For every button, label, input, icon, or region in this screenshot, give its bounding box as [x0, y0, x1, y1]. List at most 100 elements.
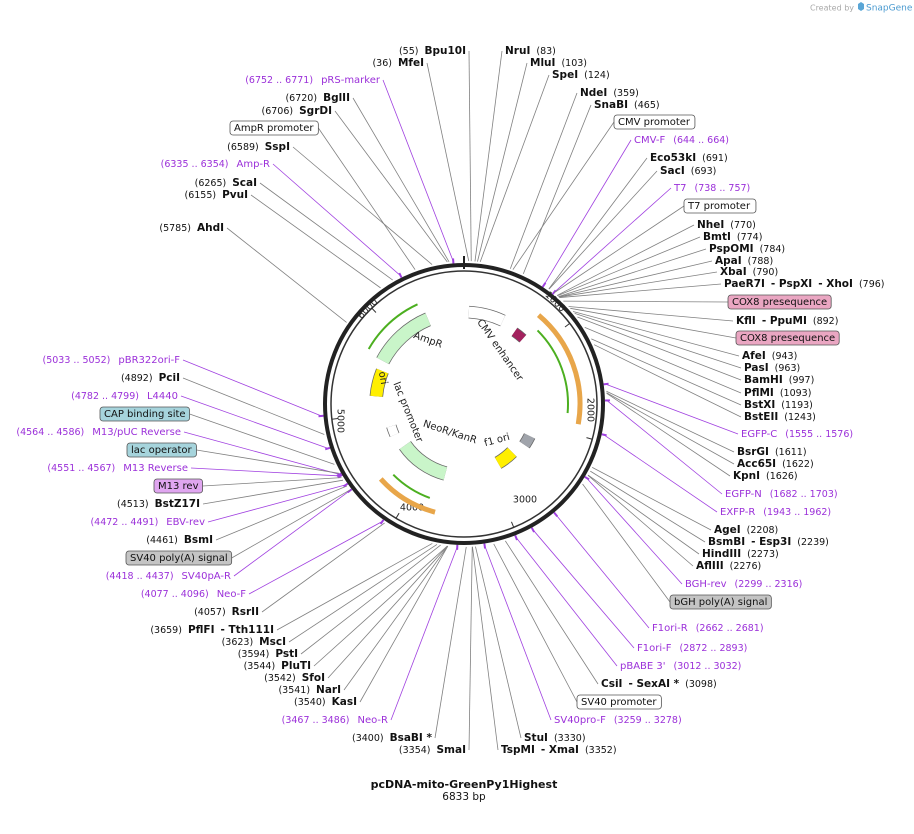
primer-range: (4418 .. 4437): [106, 571, 174, 582]
enzyme-name: - SexAI *: [628, 678, 679, 690]
leader-line: [553, 187, 672, 294]
enzyme-label: MluI (103): [530, 57, 587, 69]
primer-range: (2299 .. 2316): [735, 579, 803, 590]
enzyme-label: (4057) RsrII: [194, 606, 259, 618]
enzyme-position: (1622): [782, 459, 814, 470]
primer-name: Neo-R: [358, 715, 389, 726]
primer-range: (4472 .. 4491): [90, 517, 158, 528]
enzyme-name: AhdI: [197, 222, 224, 234]
primer-label: F1ori-R (2662 .. 2681): [652, 623, 764, 635]
leader-line: [475, 546, 522, 739]
primer-range: (4782 .. 4799): [71, 391, 139, 402]
enzyme-position: (943): [772, 351, 798, 362]
primer-label: (3467 .. 3486) Neo-R: [282, 715, 388, 727]
leader-line: [555, 513, 650, 629]
primer-range: (4564 .. 4586): [16, 427, 84, 438]
primer-name: F1ori-R: [652, 623, 688, 634]
enzyme-name: AflIII: [696, 560, 724, 572]
primer-name: EGFP-N: [725, 489, 762, 500]
enzyme-label: (4513) BstZ17I: [117, 498, 200, 510]
leader-line: [532, 529, 635, 649]
enzyme-position: (790): [753, 267, 779, 278]
feature-box: COX8 presequence: [727, 294, 832, 310]
enzyme-position: (2276): [730, 561, 762, 572]
inner-feature-label: AmpR: [412, 330, 444, 351]
enzyme-label: (36) MfeI: [372, 57, 424, 69]
enzyme-name: BsmI: [184, 534, 213, 546]
primer-range: (3467 .. 3486): [282, 715, 350, 726]
enzyme-position: (4513): [117, 499, 149, 510]
enzyme-position: (36): [372, 58, 392, 69]
leader-line: [202, 477, 342, 487]
enzyme-name: Bpu10I: [424, 45, 466, 57]
enzyme-label: Acc65I (1622): [737, 458, 814, 470]
leader-line: [189, 413, 335, 465]
enzyme-position: (3541): [278, 685, 310, 696]
enzyme-position: (3352): [585, 745, 617, 756]
enzyme-position: (1611): [775, 447, 807, 458]
enzyme-name: StuI: [524, 732, 548, 744]
leader-line: [434, 546, 467, 739]
enzyme-position: (3098): [685, 679, 717, 690]
leader-line: [558, 271, 718, 298]
leader-line: [587, 474, 700, 555]
enzyme-name: BsaBI *: [390, 732, 433, 744]
enzyme-label: ApaI (788): [715, 255, 773, 267]
primer-name: SV40pro-F: [554, 715, 606, 726]
enzyme-label: AflIII (2276): [696, 560, 761, 572]
enzyme-name: BstXI: [744, 399, 775, 411]
ring-tick: [395, 512, 400, 519]
feature-name: M13 rev: [158, 481, 199, 492]
enzyme-label: NdeI (359): [580, 87, 639, 99]
enzyme-position: (83): [536, 46, 556, 57]
enzyme-name: NdeI: [580, 87, 607, 99]
leader-line: [182, 377, 325, 435]
primer-site: [530, 527, 535, 533]
created-by: Created by: [810, 4, 854, 13]
primer-label: (4418 .. 4437) SV40pA-R: [106, 571, 231, 583]
primer-site: [483, 543, 487, 549]
enzyme-label: BamHI (997): [744, 374, 814, 386]
leader-line: [556, 224, 695, 296]
primer-range: (2872 .. 2893): [679, 643, 747, 654]
enzyme-name: SacI: [660, 165, 685, 177]
enzyme-name: PstI: [275, 648, 298, 660]
enzyme-name: PasI: [744, 362, 769, 374]
primer-site: [379, 519, 385, 525]
leader-line: [359, 545, 449, 703]
leader-line: [605, 383, 739, 435]
leader-line: [568, 306, 734, 322]
primer-name: pBABE 3': [620, 661, 666, 672]
enzyme-label: NheI (770): [697, 219, 756, 231]
enzyme-label: SnaBI (465): [594, 99, 660, 111]
primer-label: (4782 .. 4799) L4440: [71, 391, 178, 403]
enzyme-label: (3659) PflFI - Tth111I: [150, 624, 274, 636]
enzyme-name: ScaI: [232, 177, 257, 189]
leader-line: [553, 205, 685, 294]
enzyme-position: (784): [760, 244, 786, 255]
enzyme-position: (892): [813, 316, 839, 327]
enzyme-label: (6706) SgrDI: [262, 105, 332, 117]
leader-line: [484, 545, 552, 721]
primer-label: T7 (738 .. 757): [673, 183, 750, 195]
enzyme-name: PciI: [159, 372, 180, 384]
primer-name: M13/pUC Reverse: [92, 427, 181, 438]
ring-tick: [510, 521, 515, 528]
leader-line: [390, 546, 458, 721]
leader-line: [468, 50, 472, 262]
brand-name: SnapGene: [866, 4, 913, 14]
enzyme-name: KflI: [736, 315, 756, 327]
leader-line: [288, 544, 438, 643]
primer-site: [342, 482, 349, 488]
primer-range: (1555 .. 1576): [785, 429, 853, 440]
feature-name: T7 promoter: [687, 201, 751, 212]
primer-range: (4077 .. 4096): [141, 589, 209, 600]
leader-line: [582, 483, 671, 603]
enzyme-name: KpnI: [733, 470, 760, 482]
enzyme-name: - Esp3I: [751, 536, 791, 548]
enzyme-position: (691): [702, 153, 728, 164]
ring-tick-label: 6000: [356, 297, 381, 322]
enzyme-label: AfeI (943): [742, 350, 797, 362]
leader-line: [591, 338, 742, 406]
enzyme-position: (774): [737, 232, 763, 243]
